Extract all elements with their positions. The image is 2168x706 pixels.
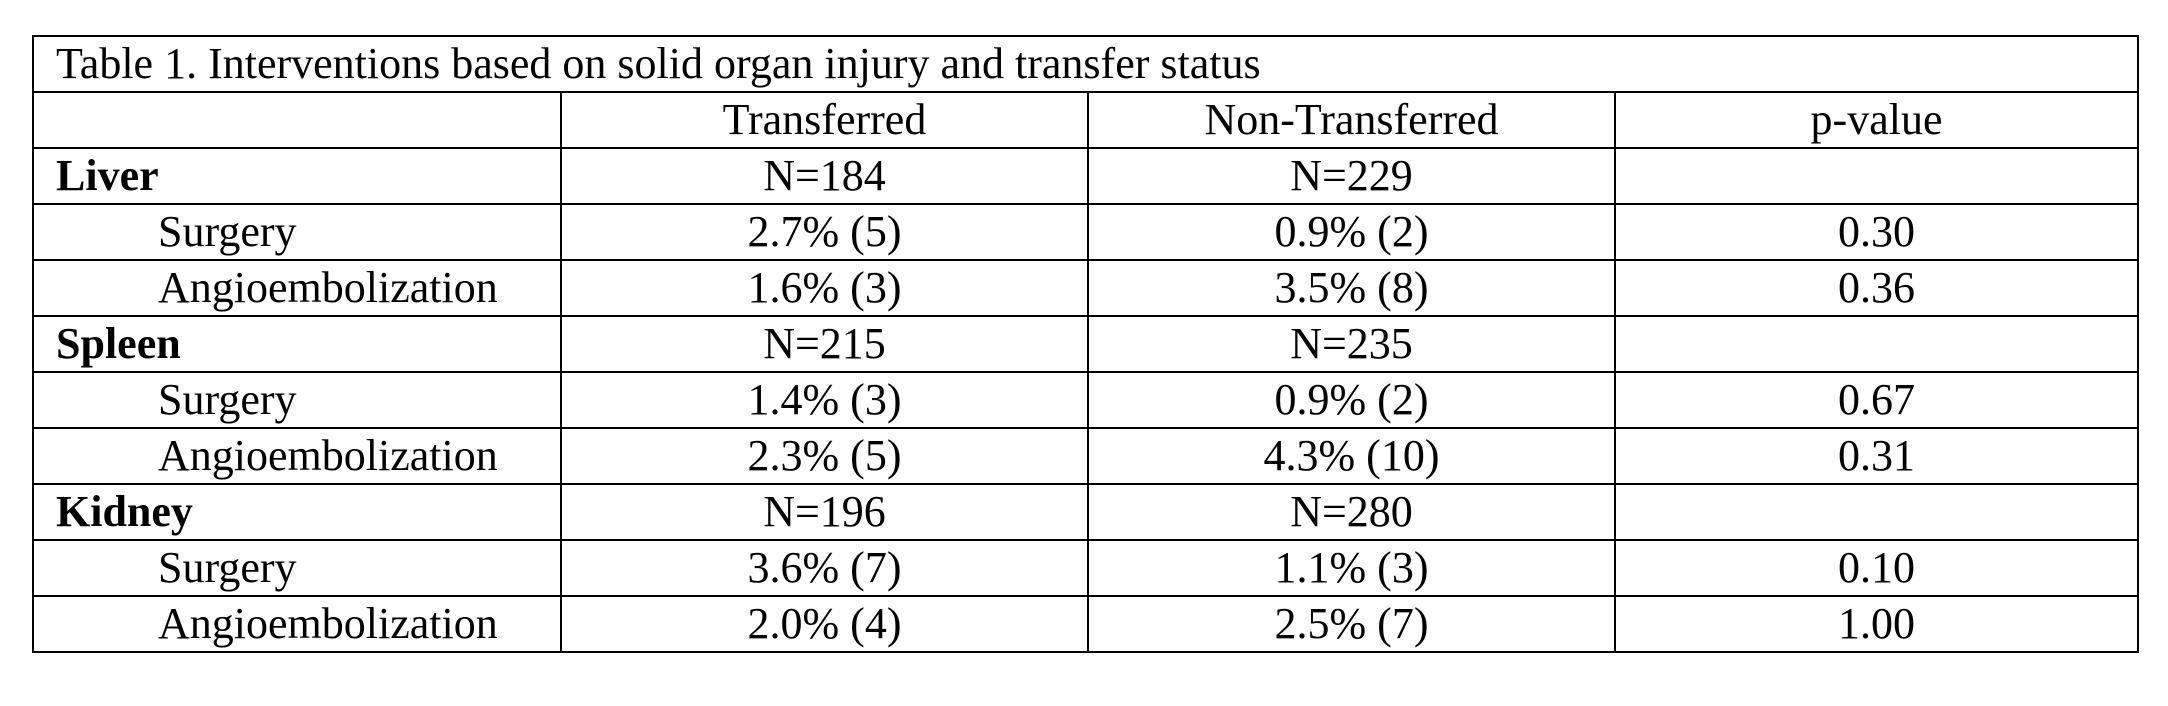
empty-p-value-cell xyxy=(1613,315,2140,373)
group-row-kidney: Kidney N=196 N=280 xyxy=(32,483,2140,541)
transferred-value: 1.4% (3) xyxy=(560,371,1089,429)
p-value: 0.31 xyxy=(1613,427,2140,485)
interventions-table: Table 1. Interventions based on solid or… xyxy=(31,35,2140,653)
intervention-label: Angioembolization xyxy=(32,259,562,317)
intervention-label: Angioembolization xyxy=(32,427,562,485)
table-row: Angioembolization 2.3% (5) 4.3% (10) 0.3… xyxy=(32,427,2140,485)
p-value: 1.00 xyxy=(1613,595,2140,653)
transferred-value: 2.0% (4) xyxy=(560,595,1089,653)
organ-label: Spleen xyxy=(32,315,562,373)
header-non-transferred: Non-Transferred xyxy=(1087,91,1616,149)
intervention-label: Surgery xyxy=(32,371,562,429)
p-value: 0.30 xyxy=(1613,203,2140,261)
non-transferred-value: 0.9% (2) xyxy=(1087,203,1616,261)
non-transferred-value: 4.3% (10) xyxy=(1087,427,1616,485)
transferred-value: 3.6% (7) xyxy=(560,539,1089,597)
n-transferred: N=215 xyxy=(560,315,1089,373)
p-value: 0.10 xyxy=(1613,539,2140,597)
non-transferred-value: 1.1% (3) xyxy=(1087,539,1616,597)
header-p-value: p-value xyxy=(1613,91,2140,149)
header-row: Transferred Non-Transferred p-value xyxy=(32,91,2140,149)
n-non-transferred: N=229 xyxy=(1087,147,1616,205)
interventions-table-container: Table 1. Interventions based on solid or… xyxy=(31,35,2140,653)
p-value: 0.36 xyxy=(1613,259,2140,317)
header-blank-cell xyxy=(32,91,562,149)
p-value: 0.67 xyxy=(1613,371,2140,429)
intervention-label: Surgery xyxy=(32,539,562,597)
organ-label: Kidney xyxy=(32,483,562,541)
n-non-transferred: N=235 xyxy=(1087,315,1616,373)
caption-row: Table 1. Interventions based on solid or… xyxy=(31,35,2140,93)
transferred-value: 2.7% (5) xyxy=(560,203,1089,261)
n-transferred: N=196 xyxy=(560,483,1089,541)
intervention-label: Angioembolization xyxy=(32,595,562,653)
group-row-spleen: Spleen N=215 N=235 xyxy=(32,315,2140,373)
table-row: Angioembolization 2.0% (4) 2.5% (7) 1.00 xyxy=(32,595,2140,653)
organ-label: Liver xyxy=(32,147,562,205)
n-non-transferred: N=280 xyxy=(1087,483,1616,541)
table-row: Surgery 2.7% (5) 0.9% (2) 0.30 xyxy=(32,203,2140,261)
table-caption: Table 1. Interventions based on solid or… xyxy=(31,35,2140,93)
non-transferred-value: 0.9% (2) xyxy=(1087,371,1616,429)
group-row-liver: Liver N=184 N=229 xyxy=(32,147,2140,205)
table-row: Surgery 3.6% (7) 1.1% (3) 0.10 xyxy=(32,539,2140,597)
non-transferred-value: 3.5% (8) xyxy=(1087,259,1616,317)
empty-p-value-cell xyxy=(1613,147,2140,205)
intervention-label: Surgery xyxy=(32,203,562,261)
n-transferred: N=184 xyxy=(560,147,1089,205)
empty-p-value-cell xyxy=(1613,483,2140,541)
table-row: Surgery 1.4% (3) 0.9% (2) 0.67 xyxy=(32,371,2140,429)
transferred-value: 2.3% (5) xyxy=(560,427,1089,485)
header-transferred: Transferred xyxy=(560,91,1089,149)
transferred-value: 1.6% (3) xyxy=(560,259,1089,317)
table-row: Angioembolization 1.6% (3) 3.5% (8) 0.36 xyxy=(32,259,2140,317)
non-transferred-value: 2.5% (7) xyxy=(1087,595,1616,653)
